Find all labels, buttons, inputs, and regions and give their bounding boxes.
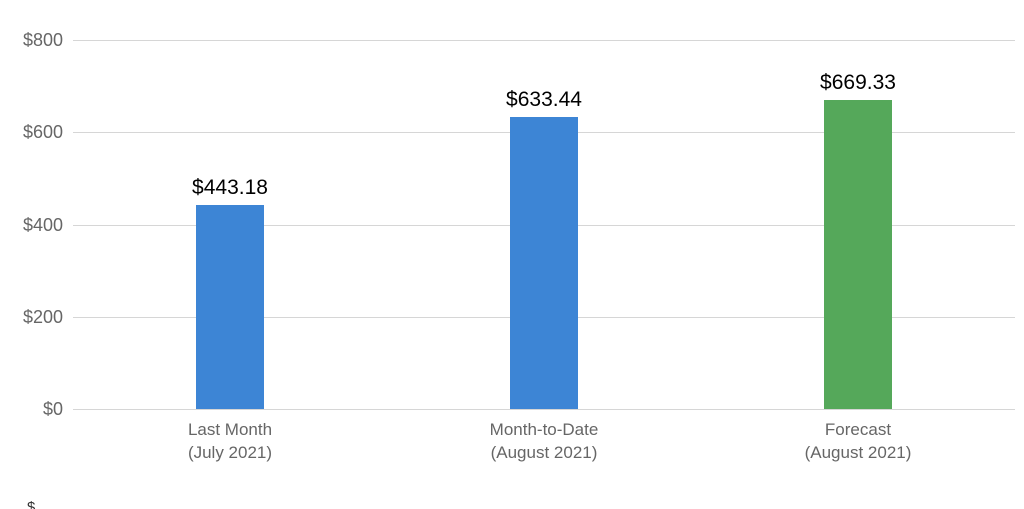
x-tick-label-line: (July 2021) [187, 443, 273, 462]
bar-2[interactable] [510, 116, 578, 409]
x-tick-label: Last Month (July 2021) [80, 418, 380, 464]
bar-3[interactable] [824, 100, 892, 409]
y-tick-label: $0 [42, 399, 63, 419]
gridline-800 [73, 40, 1015, 41]
y-tick-label: $800 [22, 30, 63, 50]
clipped-bottom-partial-text: $ [27, 500, 36, 509]
x-tick-label: Forecast (August 2021) [708, 418, 1008, 464]
bar-1[interactable] [196, 204, 264, 409]
y-tick-label: $600 [22, 122, 63, 143]
x-tick-label: Month-to-Date (August 2021) [394, 418, 694, 464]
x-tick-label-line: Month-to-Date [489, 420, 599, 439]
x-tick-label-line: (August 2021) [490, 443, 598, 462]
x-tick-label-line: (August 2021) [804, 443, 912, 462]
bar-value-label: $633.44 [506, 87, 582, 111]
bar-value-label: $443.18 [192, 175, 268, 199]
y-tick-label: $400 [22, 214, 63, 235]
x-tick-label-line: Forecast [824, 420, 892, 439]
bar-value-label: $669.33 [820, 71, 896, 95]
gridline-0 [73, 409, 1015, 410]
y-tick-label: $200 [22, 306, 63, 327]
x-tick-label-line: Last Month [187, 420, 273, 439]
